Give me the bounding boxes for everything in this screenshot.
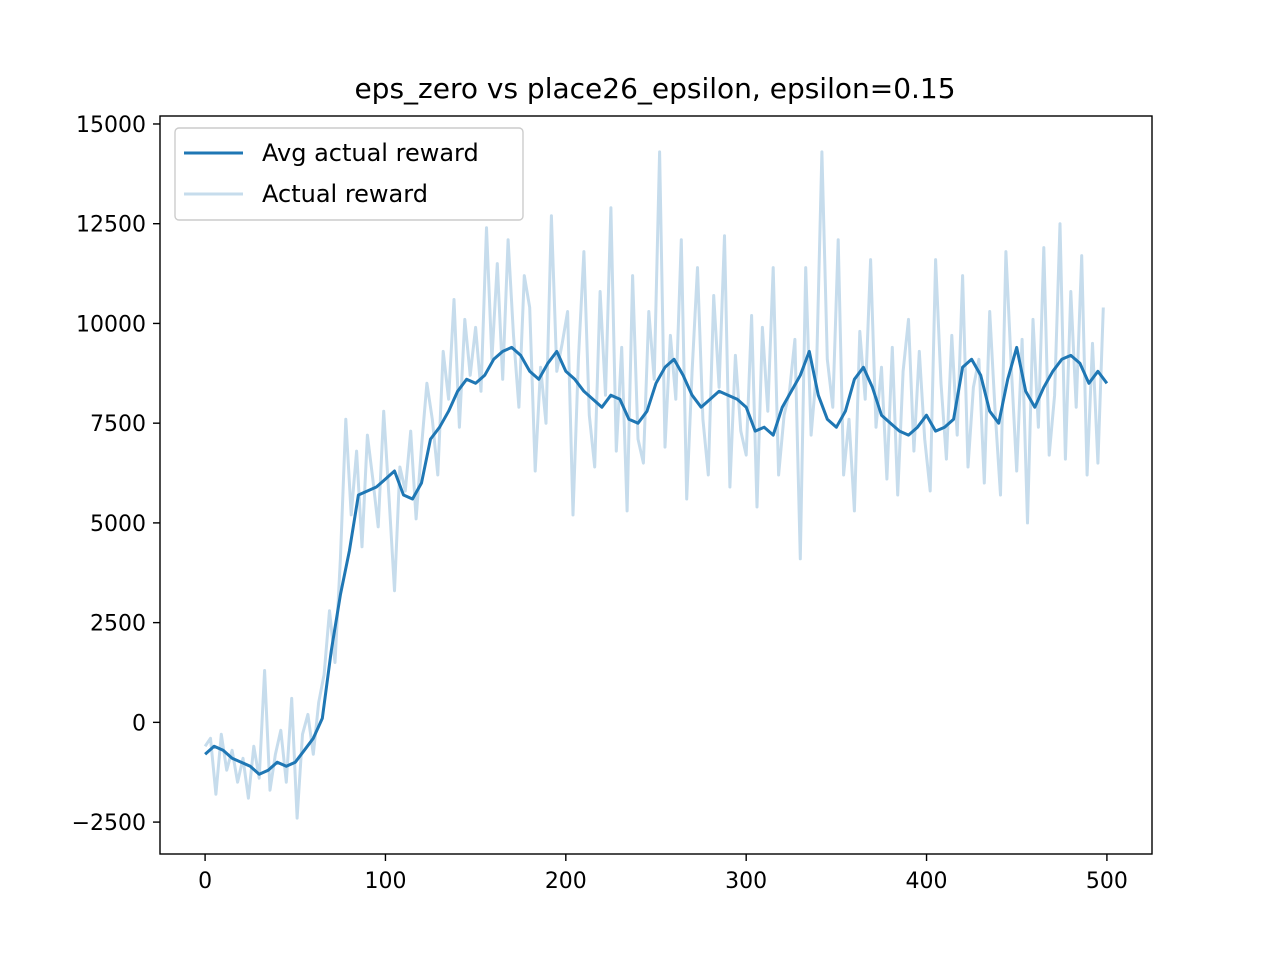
- legend-label-actual: Actual reward: [262, 180, 428, 208]
- y-tick-label: 0: [132, 711, 146, 736]
- y-tick-label: 5000: [90, 512, 146, 537]
- series-line-actual-reward: [203, 150, 1105, 820]
- x-tick-label: 200: [545, 869, 587, 894]
- x-tick-label: 500: [1086, 869, 1128, 894]
- series-layer: [203, 150, 1109, 820]
- y-axis: −2500 0 2500 5000 7500 10000 12500 15000: [72, 113, 160, 836]
- y-tick-label: 10000: [76, 312, 146, 337]
- x-tick-label: 100: [364, 869, 406, 894]
- series-line-avg-actual-reward: [204, 345, 1109, 776]
- legend-label-avg: Avg actual reward: [262, 139, 479, 167]
- plot-frame: [159, 115, 1153, 855]
- x-tick-label: 0: [198, 869, 212, 894]
- x-axis: 0 100 200 300 400 500: [198, 854, 1128, 894]
- legend-box: [174, 127, 524, 221]
- y-tick-label: 12500: [76, 213, 146, 238]
- y-tick-label: 15000: [76, 113, 146, 138]
- y-tick-label: 2500: [90, 612, 146, 637]
- x-tick-label: 400: [906, 869, 948, 894]
- y-tick-label: 7500: [90, 412, 146, 437]
- x-tick-label: 300: [725, 869, 767, 894]
- legend: Avg actual reward Actual reward: [174, 127, 524, 221]
- chart-title: eps_zero vs place26_epsilon, epsilon=0.1…: [354, 72, 955, 105]
- y-tick-label: −2500: [72, 811, 146, 836]
